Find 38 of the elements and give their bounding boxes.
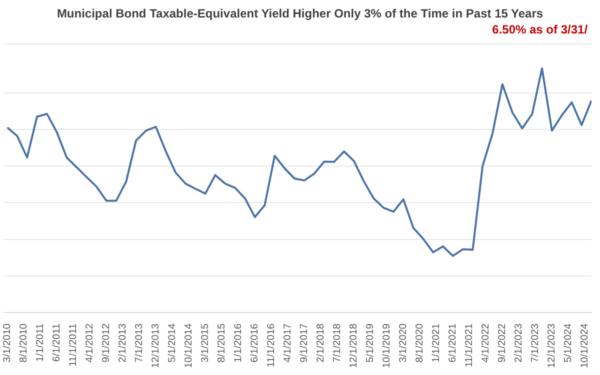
x-tick-label: 8/1/2010 — [18, 323, 30, 362]
x-tick-label: 2/1/2013 — [118, 323, 129, 362]
x-tick-label: 1/1/2016 — [233, 323, 244, 362]
x-tick-label: 12/1/2023 — [546, 323, 558, 368]
x-tick-label: 6/1/2021 — [448, 323, 459, 362]
x-tick-label: 3/1/2020 — [398, 323, 410, 362]
x-tick-label: 2/1/2023 — [514, 323, 525, 362]
x-tick-label: 4/1/2022 — [480, 323, 492, 362]
x-tick-label: 8/1/2020 — [414, 323, 426, 362]
x-tick-label: 11/1/2016 — [266, 323, 278, 368]
chart-title: Municipal Bond Taxable-Equivalent Yield Higher Only 3% of the Time in Past 15 Years — [56, 6, 544, 20]
x-tick-label: 10/1/2019 — [382, 323, 393, 368]
x-tick-label: 11/1/2011 — [68, 323, 80, 367]
x-tick-label: 12/1/2018 — [348, 323, 360, 368]
x-tick-label: 7/1/2013 — [134, 323, 146, 362]
x-tick-label: 3/1/2015 — [200, 323, 212, 362]
x-tick-label: 6/1/2016 — [250, 323, 261, 362]
x-tick-label: 9/1/2022 — [497, 323, 508, 362]
x-tick-label: 12/1/2013 — [150, 323, 162, 368]
x-tick-label: 5/1/2019 — [365, 323, 376, 362]
x-tick-label: 8/1/2015 — [216, 323, 228, 362]
x-tick-label: 1/1/2011 — [35, 323, 46, 362]
x-tick-label: 10/1/2014 — [184, 323, 195, 368]
x-tick-label: 9/1/2012 — [101, 323, 112, 362]
x-tick-label: 11/1/2021 — [464, 323, 476, 368]
x-tick-label: 2/1/2018 — [316, 323, 327, 362]
x-tick-label: 4/1/2012 — [84, 323, 96, 362]
x-tick-label: 5/1/2014 — [167, 323, 178, 362]
x-tick-label: 6/1/2011 — [52, 323, 63, 362]
x-tick-label: 7/1/2018 — [332, 323, 344, 362]
x-tick-label: 9/1/2017 — [299, 323, 310, 362]
x-tick-label: 5/1/2024 — [563, 323, 574, 362]
x-tick-label: 3/1/2010 — [2, 323, 14, 362]
x-tick-label: 10/1/2024 — [580, 323, 591, 368]
text: 6.50% as of 3/31/ — [492, 22, 588, 36]
x-tick-label: 4/1/2017 — [282, 323, 294, 362]
x-tick-label: 7/1/2023 — [530, 323, 542, 362]
x-tick-label: 1/1/2021 — [431, 323, 442, 362]
